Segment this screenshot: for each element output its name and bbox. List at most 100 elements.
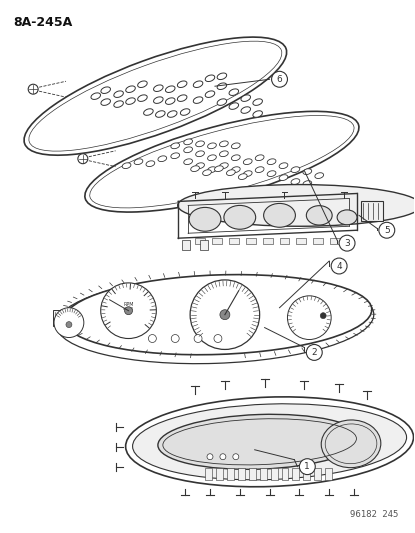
Ellipse shape — [227, 169, 235, 175]
FancyBboxPatch shape — [205, 467, 212, 480]
Circle shape — [379, 222, 395, 238]
Ellipse shape — [171, 153, 180, 159]
FancyBboxPatch shape — [238, 467, 245, 480]
Ellipse shape — [315, 173, 324, 179]
Ellipse shape — [217, 73, 227, 79]
Circle shape — [306, 344, 322, 360]
Ellipse shape — [208, 167, 216, 173]
FancyBboxPatch shape — [330, 238, 340, 244]
Ellipse shape — [193, 81, 203, 87]
Ellipse shape — [168, 111, 177, 117]
Ellipse shape — [132, 404, 407, 480]
FancyBboxPatch shape — [361, 201, 383, 221]
Circle shape — [149, 335, 156, 343]
Ellipse shape — [101, 87, 110, 93]
Circle shape — [194, 335, 202, 343]
Ellipse shape — [154, 97, 163, 103]
Ellipse shape — [203, 169, 211, 175]
Ellipse shape — [232, 155, 240, 160]
Ellipse shape — [126, 98, 135, 104]
FancyBboxPatch shape — [281, 467, 288, 480]
Ellipse shape — [321, 420, 381, 467]
Ellipse shape — [232, 167, 240, 173]
Circle shape — [271, 71, 288, 87]
Ellipse shape — [181, 109, 190, 115]
Ellipse shape — [193, 97, 203, 103]
Ellipse shape — [134, 159, 143, 165]
Ellipse shape — [306, 206, 332, 225]
Circle shape — [28, 84, 38, 94]
Ellipse shape — [158, 414, 361, 470]
Ellipse shape — [196, 151, 205, 157]
Ellipse shape — [205, 75, 215, 82]
Ellipse shape — [264, 204, 295, 227]
Ellipse shape — [146, 161, 155, 167]
Ellipse shape — [291, 167, 300, 173]
Ellipse shape — [196, 141, 205, 147]
FancyBboxPatch shape — [216, 467, 223, 480]
Ellipse shape — [267, 171, 276, 176]
Ellipse shape — [144, 109, 153, 115]
Circle shape — [190, 280, 260, 350]
Ellipse shape — [184, 139, 193, 145]
Ellipse shape — [243, 159, 252, 165]
FancyBboxPatch shape — [195, 238, 205, 244]
Ellipse shape — [229, 89, 239, 95]
FancyBboxPatch shape — [249, 467, 256, 480]
Text: x1000: x1000 — [123, 306, 134, 311]
Circle shape — [214, 335, 222, 343]
Circle shape — [233, 454, 239, 459]
Ellipse shape — [177, 81, 187, 87]
Text: 5: 5 — [384, 226, 390, 235]
Text: 2: 2 — [312, 348, 317, 357]
Ellipse shape — [156, 111, 165, 117]
Ellipse shape — [114, 101, 123, 107]
Ellipse shape — [267, 159, 276, 165]
Ellipse shape — [171, 143, 180, 149]
Ellipse shape — [91, 93, 100, 100]
Ellipse shape — [253, 99, 262, 106]
Ellipse shape — [138, 95, 147, 101]
Ellipse shape — [279, 163, 288, 168]
FancyBboxPatch shape — [246, 238, 256, 244]
Ellipse shape — [215, 166, 223, 172]
Ellipse shape — [303, 181, 312, 187]
Ellipse shape — [126, 86, 135, 92]
Ellipse shape — [337, 210, 357, 225]
Circle shape — [331, 258, 347, 274]
Ellipse shape — [158, 156, 167, 161]
Circle shape — [171, 335, 179, 343]
Text: 3: 3 — [344, 239, 350, 248]
Ellipse shape — [232, 143, 240, 149]
Ellipse shape — [184, 159, 193, 165]
Text: RPM: RPM — [123, 302, 134, 307]
Ellipse shape — [224, 205, 256, 229]
Circle shape — [220, 454, 226, 459]
Ellipse shape — [243, 171, 252, 176]
FancyBboxPatch shape — [280, 238, 289, 244]
Circle shape — [101, 283, 156, 338]
Ellipse shape — [208, 155, 216, 160]
FancyBboxPatch shape — [182, 240, 190, 250]
Circle shape — [288, 296, 331, 340]
Ellipse shape — [208, 143, 216, 149]
Ellipse shape — [24, 37, 287, 155]
Ellipse shape — [220, 141, 228, 147]
Text: 1: 1 — [305, 462, 310, 471]
Text: 96182 245: 96182 245 — [350, 510, 399, 519]
FancyBboxPatch shape — [303, 467, 310, 480]
Circle shape — [54, 308, 84, 337]
Circle shape — [124, 306, 132, 314]
FancyBboxPatch shape — [212, 238, 222, 244]
FancyBboxPatch shape — [229, 238, 239, 244]
FancyBboxPatch shape — [313, 238, 323, 244]
FancyBboxPatch shape — [314, 467, 321, 480]
Text: 8A-245A: 8A-245A — [13, 15, 73, 29]
Ellipse shape — [291, 179, 300, 184]
FancyBboxPatch shape — [325, 467, 332, 480]
Circle shape — [66, 321, 72, 328]
FancyBboxPatch shape — [53, 310, 65, 326]
Ellipse shape — [114, 91, 123, 98]
Ellipse shape — [238, 174, 247, 180]
Circle shape — [299, 459, 315, 474]
